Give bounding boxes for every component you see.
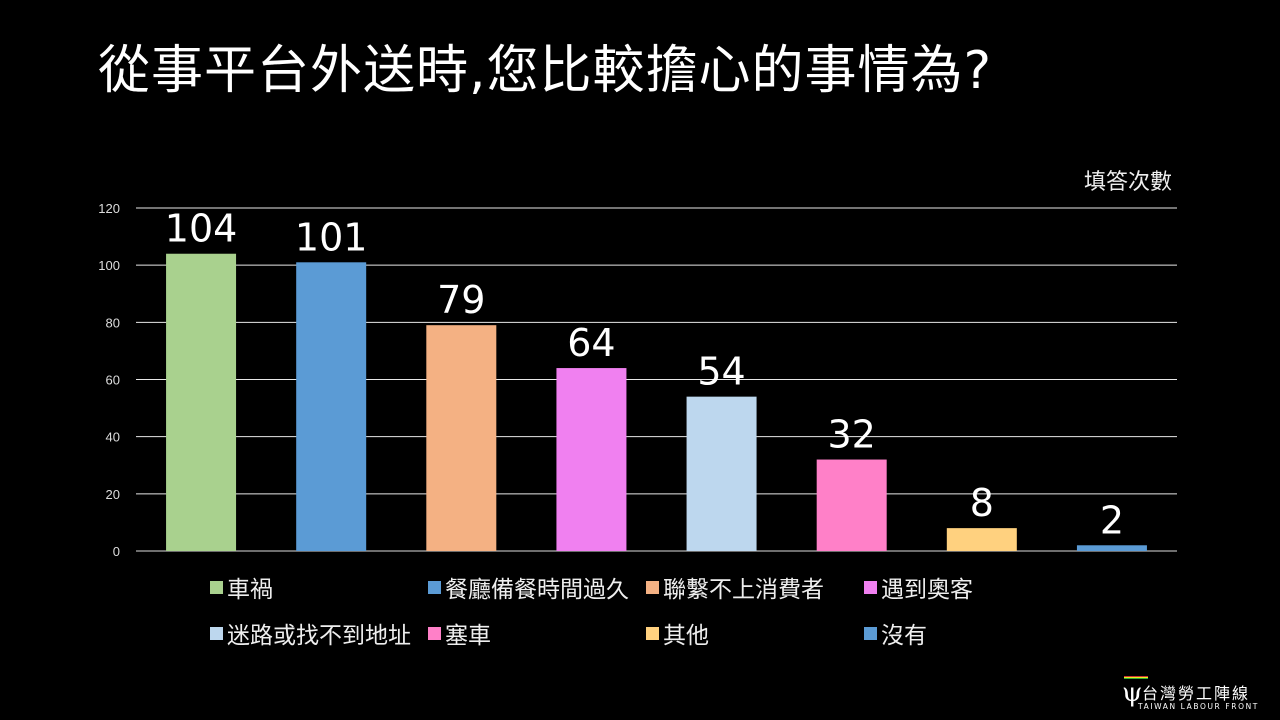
legend-label: 塞車	[445, 623, 491, 649]
legend-swatch	[210, 580, 223, 594]
y-tick-label: 20	[106, 487, 120, 502]
legend-label: 迷路或找不到地址	[227, 623, 411, 649]
legend-item: 塞車	[428, 616, 646, 650]
y-tick-label: 60	[106, 373, 120, 388]
data-label: 32	[828, 413, 876, 457]
legend-swatch	[864, 580, 877, 594]
bar	[296, 262, 367, 551]
legend-swatch	[646, 626, 659, 640]
legend-swatch	[428, 626, 441, 640]
bar	[686, 396, 757, 551]
legend-item: 迷路或找不到地址	[210, 616, 428, 650]
data-label: 101	[295, 215, 368, 259]
bar	[426, 325, 497, 551]
y-tick-label: 0	[113, 544, 120, 559]
logo-text-cn: 台灣勞工陣線	[1142, 684, 1251, 703]
data-label: 2	[1100, 498, 1124, 542]
legend-item: 其他	[646, 616, 864, 650]
bar	[556, 368, 627, 551]
legend-item: 遇到奧客	[864, 570, 1082, 604]
legend-item: 聯繫不上消費者	[646, 570, 864, 604]
y-tick-label: 100	[98, 258, 120, 273]
bar	[166, 253, 237, 551]
data-label: 79	[437, 278, 485, 322]
data-label: 54	[697, 350, 745, 394]
y-tick-label: 80	[106, 315, 120, 330]
page-title: 從事平台外送時,您比較擔心的事情為?	[98, 41, 993, 101]
legend-label: 聯繫不上消費者	[663, 577, 824, 603]
legend-item: 車禍	[210, 570, 428, 604]
legend-swatch	[428, 580, 441, 594]
legend-item: 餐廳備餐時間過久	[428, 570, 646, 604]
logo-stripe	[1124, 676, 1148, 679]
legend-label: 其他	[663, 623, 709, 649]
legend-swatch	[864, 626, 877, 640]
psi-icon: ψ	[1122, 678, 1143, 708]
legend-swatch	[646, 580, 659, 594]
bar	[1076, 545, 1147, 551]
legend: 車禍 餐廳備餐時間過久 聯繫不上消費者 遇到奧客迷路或找不到地址 塞車 其他 沒有	[210, 570, 1082, 650]
legend-label: 遇到奧客	[881, 577, 973, 603]
data-label: 64	[567, 321, 615, 365]
y-axis-label: 填答次數	[1083, 170, 1172, 195]
taiwan-labour-front-logo: ψ 台灣勞工陣線 TAIWAN LABOUR FRONT	[1120, 676, 1270, 716]
bar	[946, 528, 1017, 551]
y-tick-label: 120	[98, 201, 120, 216]
bar	[816, 459, 887, 551]
legend-swatch	[210, 626, 223, 640]
legend-label: 沒有	[881, 623, 927, 649]
y-tick-label: 40	[106, 430, 120, 445]
data-label: 104	[165, 207, 238, 251]
legend-item: 沒有	[864, 616, 1082, 650]
logo-text-en: TAIWAN LABOUR FRONT	[1138, 702, 1259, 711]
data-label: 8	[970, 481, 994, 525]
legend-label: 餐廳備餐時間過久	[445, 577, 629, 603]
legend-label: 車禍	[227, 577, 273, 603]
